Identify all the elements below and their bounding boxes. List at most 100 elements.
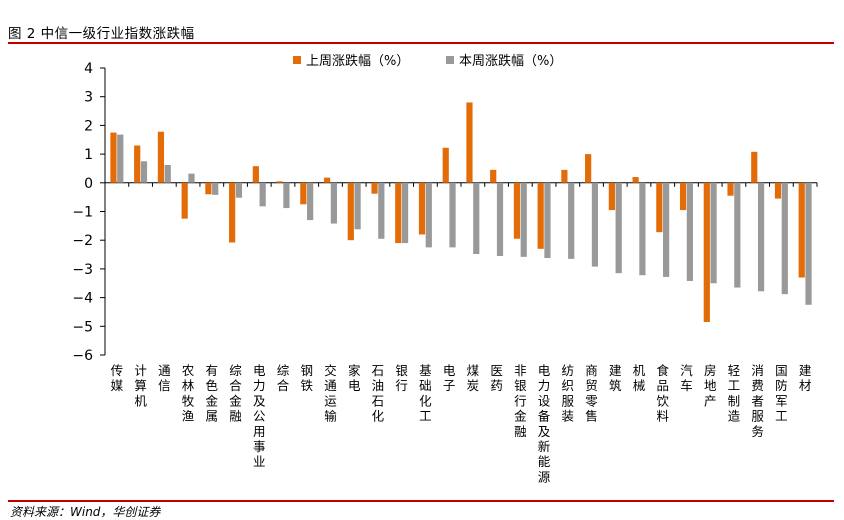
legend-swatch [446,56,454,64]
bar-last-week-18 [513,182,521,239]
bar-last-week-4 [181,182,188,219]
bar-this-week-14 [425,182,432,248]
bar-last-week-5 [205,182,212,195]
bar-last-week-30 [798,182,805,278]
category-label: 电子 [443,363,456,393]
bar-last-week-23 [632,177,639,183]
bar-this-week-30 [805,182,812,305]
bar-this-week-10 [330,182,337,224]
bar-last-week-6 [229,182,236,243]
chart-bars [110,102,812,322]
bar-last-week-9 [300,182,307,205]
bar-last-week-15 [442,147,449,183]
category-label: 汽车 [680,363,693,393]
bar-this-week-8 [283,182,290,209]
category-label: 交通运输 [324,363,337,424]
y-tick-label: 0 [84,176,93,192]
y-tick-label: 4 [84,61,93,77]
category-label: 食品饮料 [656,363,669,424]
title-rule [8,42,834,44]
bar-last-week-19 [537,182,544,249]
legend-label: 本周涨跌幅（%） [459,53,562,69]
y-tick-label: −3 [72,262,93,278]
bar-this-week-18 [520,182,527,257]
bar-chart: 4 3 2 1 0 −1 −2 −3 −4 −5 −6 传媒计算机通信农林牧渔有色金属综合金融电力及… [72,53,818,484]
bar-last-week-21 [585,154,592,183]
category-label: 银行 [395,363,408,393]
category-label: 纺织服装 [562,363,575,424]
category-label: 房地产 [704,363,717,408]
y-tick-label: 2 [84,118,93,134]
bar-this-week-20 [568,182,575,259]
bar-last-week-1 [110,132,117,183]
bar-this-week-19 [544,182,551,258]
bar-this-week-6 [235,182,243,198]
category-label: 国防军工 [775,363,788,424]
source-note: 资料来源：Wind，华创证券 [10,505,161,519]
category-label: 通信 [158,363,171,393]
category-label: 钢铁 [300,363,313,393]
bar-last-week-22 [608,182,615,211]
bar-last-week-27 [727,182,734,196]
category-label: 家电 [348,363,361,393]
y-tick-label: −5 [72,319,93,335]
bar-last-week-12 [371,182,378,194]
category-label: 计算机 [134,363,147,408]
category-label: 石油石化 [372,363,385,424]
category-labels: 传媒计算机通信农林牧渔有色金属综合金融电力及公用事业综合钢铁交通运输家电石油石化… [111,363,812,484]
bar-this-week-4 [188,173,195,183]
bar-last-week-25 [679,182,687,211]
bar-last-week-17 [490,169,497,183]
bar-this-week-24 [663,182,670,277]
bar-last-week-20 [561,169,568,183]
category-label: 机械 [633,363,646,393]
bar-last-week-8 [276,181,283,183]
bar-last-week-10 [323,177,331,183]
bar-last-week-13 [395,182,402,244]
bar-last-week-26 [703,182,710,322]
bar-this-week-23 [639,182,646,276]
bar-this-week-7 [259,182,266,207]
category-label: 轻工制造 [728,363,741,424]
bar-this-week-3 [164,165,171,183]
y-tick-label: 3 [84,90,93,106]
bar-this-week-5 [212,182,219,195]
bar-this-week-17 [496,182,504,256]
category-label: 电力及公用事业 [253,363,266,469]
bar-this-week-29 [781,182,788,295]
bar-this-week-25 [686,182,693,281]
bar-this-week-9 [307,182,314,221]
bar-last-week-3 [157,131,165,183]
y-tick-label: −6 [72,348,93,364]
chart-axes: 4 3 2 1 0 −1 −2 −3 −4 −5 −6 [72,61,818,364]
category-label: 传媒 [111,363,124,393]
bar-this-week-11 [354,182,361,230]
bar-this-week-16 [473,182,480,254]
bar-this-week-15 [449,182,456,248]
category-label: 有色金属 [206,363,219,424]
y-tick-label: −2 [72,233,93,249]
bar-this-week-13 [401,182,409,244]
bar-this-week-12 [378,182,385,239]
category-label: 建材 [799,363,812,393]
bar-last-week-28 [751,151,758,183]
y-tick-label: 1 [84,147,93,163]
bar-last-week-14 [418,182,426,235]
category-label: 煤炭 [467,363,480,393]
category-label: 非银行金融 [514,363,527,439]
source-rule [8,500,834,502]
bar-last-week-24 [656,182,663,233]
category-label: 消费者服务 [751,363,764,439]
bar-last-week-16 [466,102,473,183]
bar-last-week-2 [134,145,141,183]
legend-swatch [293,56,301,64]
category-label: 基础化工 [419,363,432,424]
y-tick-label: −1 [72,205,93,221]
bar-this-week-21 [591,182,599,267]
bar-this-week-1 [117,134,124,183]
bar-this-week-26 [710,182,717,284]
category-label: 综合 [277,363,290,393]
category-label: 农林牧渔 [182,363,195,424]
bar-this-week-27 [734,182,741,288]
category-label: 综合金融 [229,363,242,424]
